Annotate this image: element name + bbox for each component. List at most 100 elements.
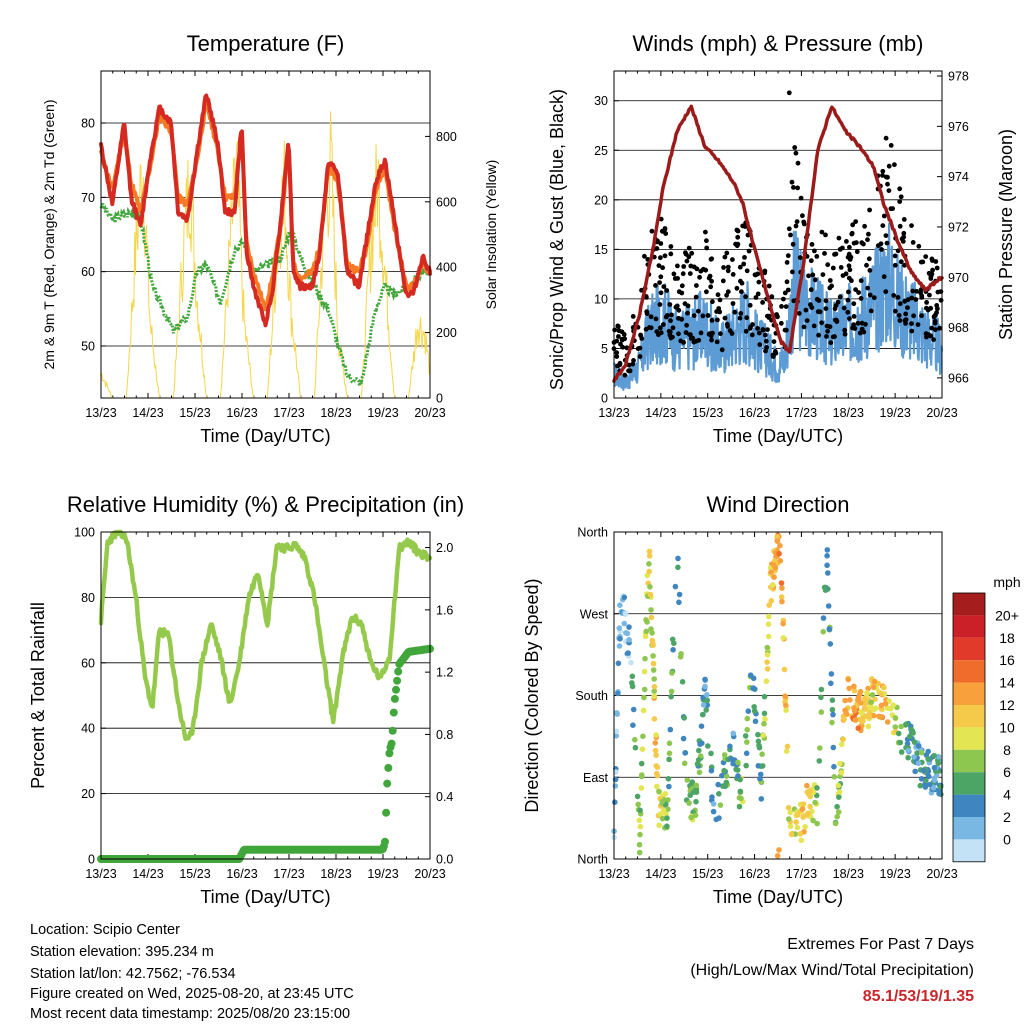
gust-point <box>676 289 682 295</box>
direction-point <box>824 562 830 569</box>
gust-point <box>791 185 796 190</box>
direction-point <box>931 752 938 759</box>
gust-point <box>930 267 935 273</box>
direction-point <box>827 641 834 647</box>
direction-point <box>734 767 741 773</box>
colorbar-label: 14 <box>999 675 1015 691</box>
direction-point <box>828 680 834 687</box>
gust-point <box>764 345 769 350</box>
direction-point <box>650 660 657 667</box>
gust-point <box>765 313 770 319</box>
direction-point <box>851 687 858 694</box>
direction-point <box>755 763 762 769</box>
gust-point <box>654 329 660 334</box>
gust-point <box>902 318 908 323</box>
direction-point <box>612 783 619 789</box>
gust-point <box>707 331 713 336</box>
y2-tick-label: 978 <box>948 70 969 84</box>
direction-point <box>650 640 656 647</box>
gust-point <box>897 199 903 205</box>
gust-point <box>685 310 690 316</box>
station-pressure-line <box>612 104 944 383</box>
gust-point <box>790 269 795 275</box>
x-tick-label: 14/23 <box>645 406 676 420</box>
direction-point <box>656 822 662 829</box>
gust-point <box>910 288 916 294</box>
direction-point <box>774 534 780 540</box>
direction-point <box>716 791 722 797</box>
footer-elevation: Station elevation: 395.234 m <box>30 944 214 960</box>
direction-point <box>705 743 711 749</box>
gust-point <box>883 135 889 141</box>
direction-point <box>652 747 659 754</box>
direction-point <box>665 776 672 782</box>
gust-point <box>838 265 844 270</box>
gust-point <box>843 271 849 277</box>
direction-point <box>699 711 706 718</box>
direction-point <box>812 799 818 806</box>
y-tick-label: South <box>575 689 608 703</box>
gust-point <box>800 213 805 219</box>
direction-point <box>779 585 785 591</box>
direction-point <box>638 760 645 767</box>
direction-point <box>719 772 725 779</box>
direction-point <box>918 749 925 756</box>
gust-point <box>721 265 726 270</box>
direction-point <box>629 673 636 680</box>
direction-point <box>770 582 776 588</box>
gust-point <box>704 238 709 244</box>
y-tick-label: 30 <box>594 94 608 108</box>
y-tick-label: 50 <box>81 339 95 353</box>
direction-point <box>759 751 765 757</box>
direction-point <box>765 621 772 627</box>
y-tick-label: 15 <box>594 243 608 257</box>
direction-point <box>911 739 918 745</box>
gust-point <box>782 290 788 296</box>
panel-title: Winds (mph) & Pressure (mb) <box>633 31 924 56</box>
y2-tick-label: 966 <box>948 371 969 385</box>
temperature-panel: 13/23 14/23 15/23 16/23 17/23 18/23 19/23 20/23… <box>41 31 499 446</box>
y-tick-label: 60 <box>81 656 95 670</box>
x-tick-label: 19/23 <box>367 867 398 881</box>
x-tick-label: 17/23 <box>273 867 304 881</box>
gust-point <box>763 348 768 354</box>
gust-point <box>737 264 743 270</box>
gust-point <box>929 256 935 262</box>
gust-point <box>668 244 674 249</box>
gust-point <box>631 358 636 363</box>
direction-point <box>779 598 785 605</box>
gust-point <box>797 255 803 260</box>
direction-point <box>771 574 777 580</box>
direction-point <box>825 603 832 609</box>
gust-point <box>741 261 747 267</box>
gust-point <box>742 224 748 229</box>
y2-tick-label: 0.8 <box>436 728 453 742</box>
gust-point <box>822 251 827 256</box>
y2-tick-label: 400 <box>436 261 457 275</box>
gust-point <box>686 245 692 251</box>
gust-point <box>888 206 894 212</box>
direction-point <box>637 831 643 838</box>
gust-point <box>691 313 697 318</box>
direction-point <box>826 626 833 632</box>
gust-point <box>698 330 704 336</box>
direction-point <box>785 804 792 811</box>
gust-point <box>669 312 674 318</box>
y-tick-label: North <box>577 526 608 540</box>
direction-point <box>814 785 820 791</box>
gust-point <box>801 221 807 227</box>
colorbar-frame <box>952 592 986 863</box>
gust-point <box>738 278 743 284</box>
gust-point <box>867 292 873 298</box>
direction-point <box>641 668 648 675</box>
gust-point <box>919 313 924 319</box>
direction-point <box>781 666 788 673</box>
direction-point <box>828 671 835 677</box>
gust-point <box>707 273 713 279</box>
gust-point <box>830 265 836 271</box>
direction-point <box>676 591 683 598</box>
gust-point <box>662 227 667 233</box>
direction-point <box>675 564 681 571</box>
gust-point <box>704 289 709 295</box>
x-tick-label: 15/23 <box>692 406 723 420</box>
